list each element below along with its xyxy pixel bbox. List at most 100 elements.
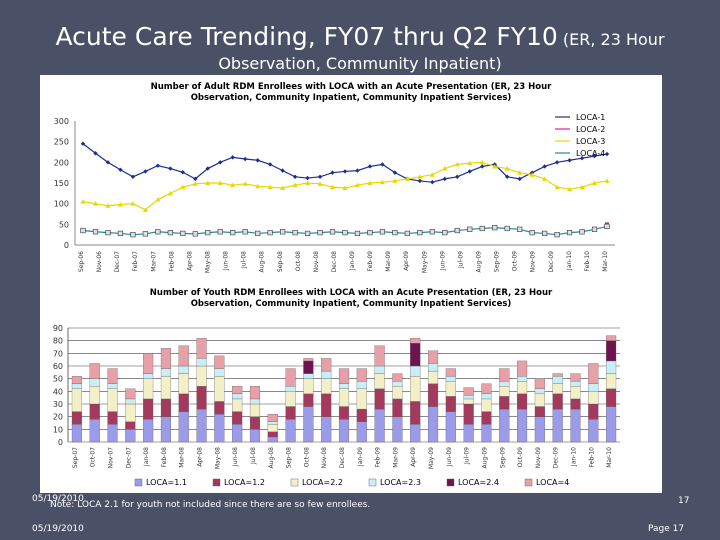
chart1-point (292, 182, 298, 188)
chart2-bar-segment (427, 406, 439, 443)
chart1-point (517, 226, 523, 232)
chart2-bar-segment (517, 393, 528, 410)
chart2-bar-segment (427, 363, 439, 372)
chart2-bar-segment (606, 373, 617, 389)
chart2-bar-segment (588, 403, 599, 420)
chart2-bar-segment (463, 387, 474, 396)
footer-page: Page 17 (648, 524, 685, 534)
chart1-point (566, 230, 573, 236)
chart2-bar-segment (427, 383, 439, 407)
chart2-x-tick-label: Nov-08 (321, 447, 328, 469)
chart2-bar-segment (125, 429, 136, 443)
chart2-bar-segment (71, 424, 82, 443)
chart2-x-tick-label: May-09 (428, 447, 435, 469)
chart1-point (417, 178, 423, 184)
chart1-x-tick-label: Nov-06 (96, 251, 103, 273)
chart2-x-tick-label: Sep-07 (72, 447, 79, 468)
chart2-bar-segment (196, 365, 207, 387)
chart1-point (142, 231, 148, 237)
chart1-point (305, 180, 311, 185)
chart2-y-tick-label: 30 (53, 400, 63, 409)
chart1-point (404, 176, 410, 181)
chart2-bar-segment (445, 368, 456, 377)
chart1-point (429, 229, 435, 235)
chart2-bar-segment (463, 424, 474, 443)
chart1-point (180, 184, 186, 190)
chart2-bar-segment (267, 436, 278, 443)
chart2-bar-segment (410, 375, 421, 402)
chart2-bar-segment (517, 360, 528, 377)
chart1-point (242, 156, 248, 162)
chart2-bar-segment (552, 375, 563, 384)
chart2-bar-segment (160, 416, 171, 443)
chart2-x-tick-label: Dec-08 (339, 447, 346, 469)
chart1-point (579, 229, 585, 235)
footer-date: 05/19/2010 (32, 524, 84, 534)
chart1-point (317, 181, 323, 186)
chart2-bar-segment (570, 386, 581, 400)
chart2-bar-segment (249, 403, 261, 417)
chart1-point (105, 203, 111, 208)
chart2-bar-segment (445, 381, 456, 397)
chart1-point (155, 229, 161, 235)
chart1-point (592, 180, 598, 185)
chart1-point (292, 174, 298, 179)
chart2-bar-segment (143, 373, 154, 379)
chart2-x-tick-label: Jun-08 (232, 447, 239, 467)
chart1-point (429, 172, 435, 177)
chart2-bar-segment (71, 388, 82, 412)
chart2-bar-segment (107, 411, 118, 425)
chart2-bar-segment (427, 350, 439, 364)
chart1-point (242, 229, 248, 235)
chart2-bar-segment (178, 365, 189, 374)
chart1-point (218, 160, 223, 165)
chart2-bar-segment (606, 360, 617, 374)
chart1-point (342, 230, 348, 236)
chart2-bar-segment (499, 396, 510, 410)
chart1-point (380, 162, 385, 167)
chart2-x-tick-label: Feb-10 (588, 447, 595, 468)
chart2-bar-segment (374, 388, 385, 410)
chart2-bar-segment (570, 381, 581, 387)
chart1-point (192, 231, 198, 237)
chart1-point (342, 169, 348, 174)
chart2-bar-segment (517, 408, 528, 443)
chart2-x-tick-label: Jul-08 (250, 447, 257, 465)
chart2-bar-segment (232, 393, 243, 400)
chart1-y-tick-label: 200 (54, 158, 69, 167)
chart2-bar-segment (267, 424, 278, 433)
chart1-point (467, 226, 473, 232)
chart1-point (479, 225, 485, 232)
chart2-bar-segment (160, 398, 171, 417)
chart1-point (105, 160, 111, 165)
chart1-point (354, 230, 361, 237)
chart2-bar-segment (392, 398, 403, 417)
chart2-bar-segment (534, 388, 545, 395)
chart2-legend-label: LOCA=1.2 (224, 478, 265, 487)
chart2-y-tick-label: 40 (53, 387, 63, 396)
chart1-point (367, 164, 373, 169)
chart1-point (280, 185, 286, 190)
chart2-bar-segment (107, 383, 118, 389)
chart2-bar-segment (374, 373, 385, 389)
chart2-x-tick-label: Jul-09 (464, 447, 471, 465)
chart2-x-tick-label: Dec-07 (125, 447, 132, 469)
chart1-point (367, 180, 373, 185)
chart2-bar-segment (89, 419, 100, 443)
chart1-y-tick-label: 0 (64, 241, 69, 250)
chart1-title-line1: Number of Adult RDM Enrollees with LOCA … (151, 82, 553, 92)
chart2-bar-segment (107, 368, 118, 384)
chart2-bar-segment (392, 386, 403, 400)
chart1-point (492, 225, 498, 231)
chart1-point (193, 176, 198, 182)
chart1-point (205, 166, 210, 171)
chart2-x-tick-label: Feb-09 (375, 447, 382, 468)
chart2-bar-segment (356, 368, 367, 382)
chart1-point (579, 184, 585, 190)
chart2-bar-segment (356, 421, 367, 443)
chart1-point (342, 185, 348, 190)
chart2-bar-segment (445, 396, 456, 412)
chart1-point (230, 182, 236, 188)
chart1-x-tick-label: Apr-08 (186, 251, 193, 271)
chart2-bar-segment (232, 424, 243, 443)
